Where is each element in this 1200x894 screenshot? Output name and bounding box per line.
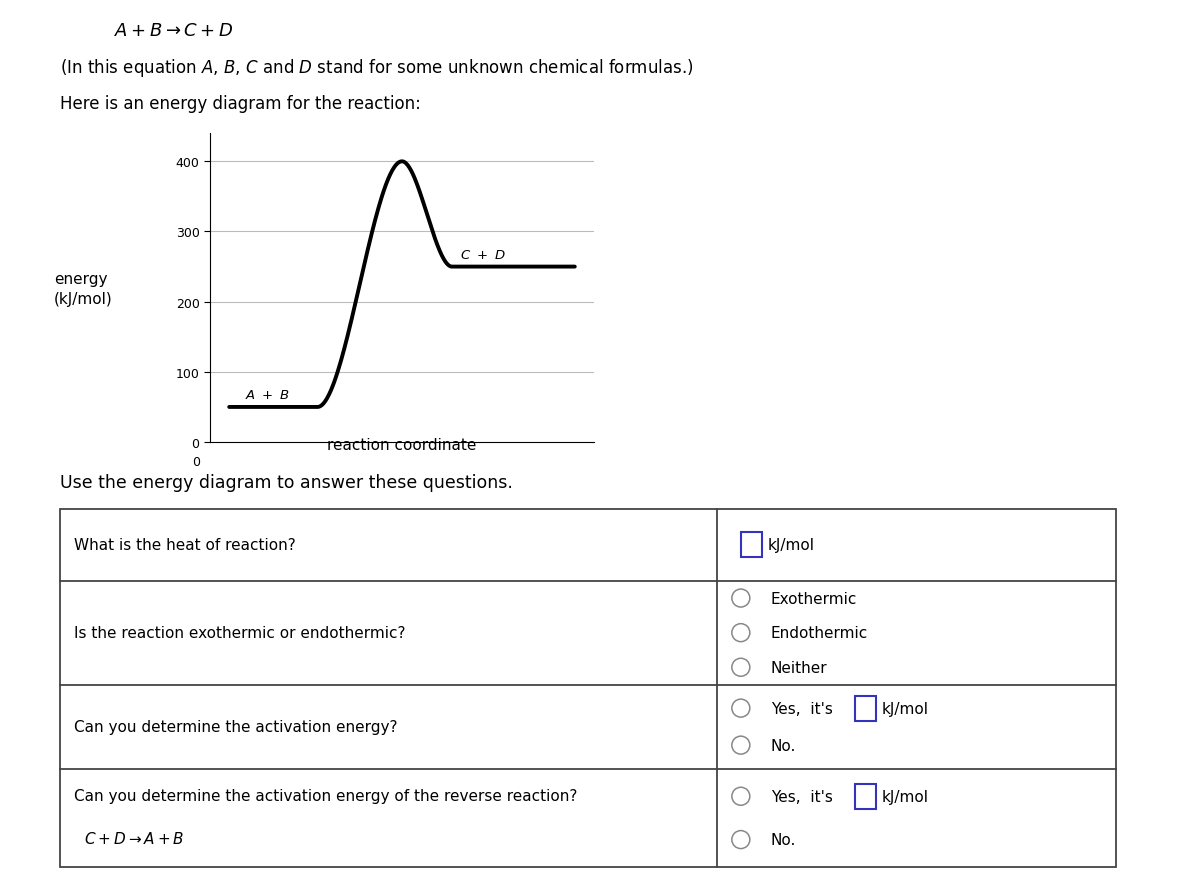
Text: kJ/mol: kJ/mol	[767, 538, 815, 552]
Text: No.: No.	[770, 832, 797, 848]
Text: reaction coordinate: reaction coordinate	[328, 438, 476, 452]
Text: $C+D \rightarrow A+B$: $C+D \rightarrow A+B$	[84, 830, 185, 846]
Text: Yes,  it's: Yes, it's	[770, 701, 833, 716]
Text: Endothermic: Endothermic	[770, 626, 868, 640]
Text: Is the reaction exothermic or endothermic?: Is the reaction exothermic or endothermi…	[74, 626, 406, 640]
Text: kJ/mol: kJ/mol	[881, 701, 929, 716]
Text: (kJ/mol): (kJ/mol)	[54, 292, 113, 307]
Text: 0: 0	[192, 455, 200, 468]
Text: $C\ +\ D$: $C\ +\ D$	[460, 249, 505, 262]
Text: kJ/mol: kJ/mol	[881, 789, 929, 804]
Text: ✓: ✓	[50, 24, 67, 44]
Text: Here is an energy diagram for the reaction:: Here is an energy diagram for the reacti…	[60, 95, 421, 113]
Text: What is the heat of reaction?: What is the heat of reaction?	[74, 538, 296, 552]
Text: $A\ +\ B$: $A\ +\ B$	[245, 389, 289, 402]
Text: $A+B \rightarrow C+D$: $A+B \rightarrow C+D$	[114, 21, 234, 39]
Text: energy: energy	[54, 272, 108, 286]
Text: Can you determine the activation energy of the reverse reaction?: Can you determine the activation energy …	[74, 788, 577, 803]
Text: Use the energy diagram to answer these questions.: Use the energy diagram to answer these q…	[60, 473, 512, 491]
Text: Exothermic: Exothermic	[770, 591, 857, 606]
Text: Neither: Neither	[770, 660, 828, 675]
Text: Yes,  it's: Yes, it's	[770, 789, 833, 804]
Text: No.: No.	[770, 738, 797, 753]
Text: Can you determine the activation energy?: Can you determine the activation energy?	[74, 720, 398, 734]
Text: (In this equation $A$, $B$, $C$ and $D$ stand for some unknown chemical formulas: (In this equation $A$, $B$, $C$ and $D$ …	[60, 57, 694, 80]
